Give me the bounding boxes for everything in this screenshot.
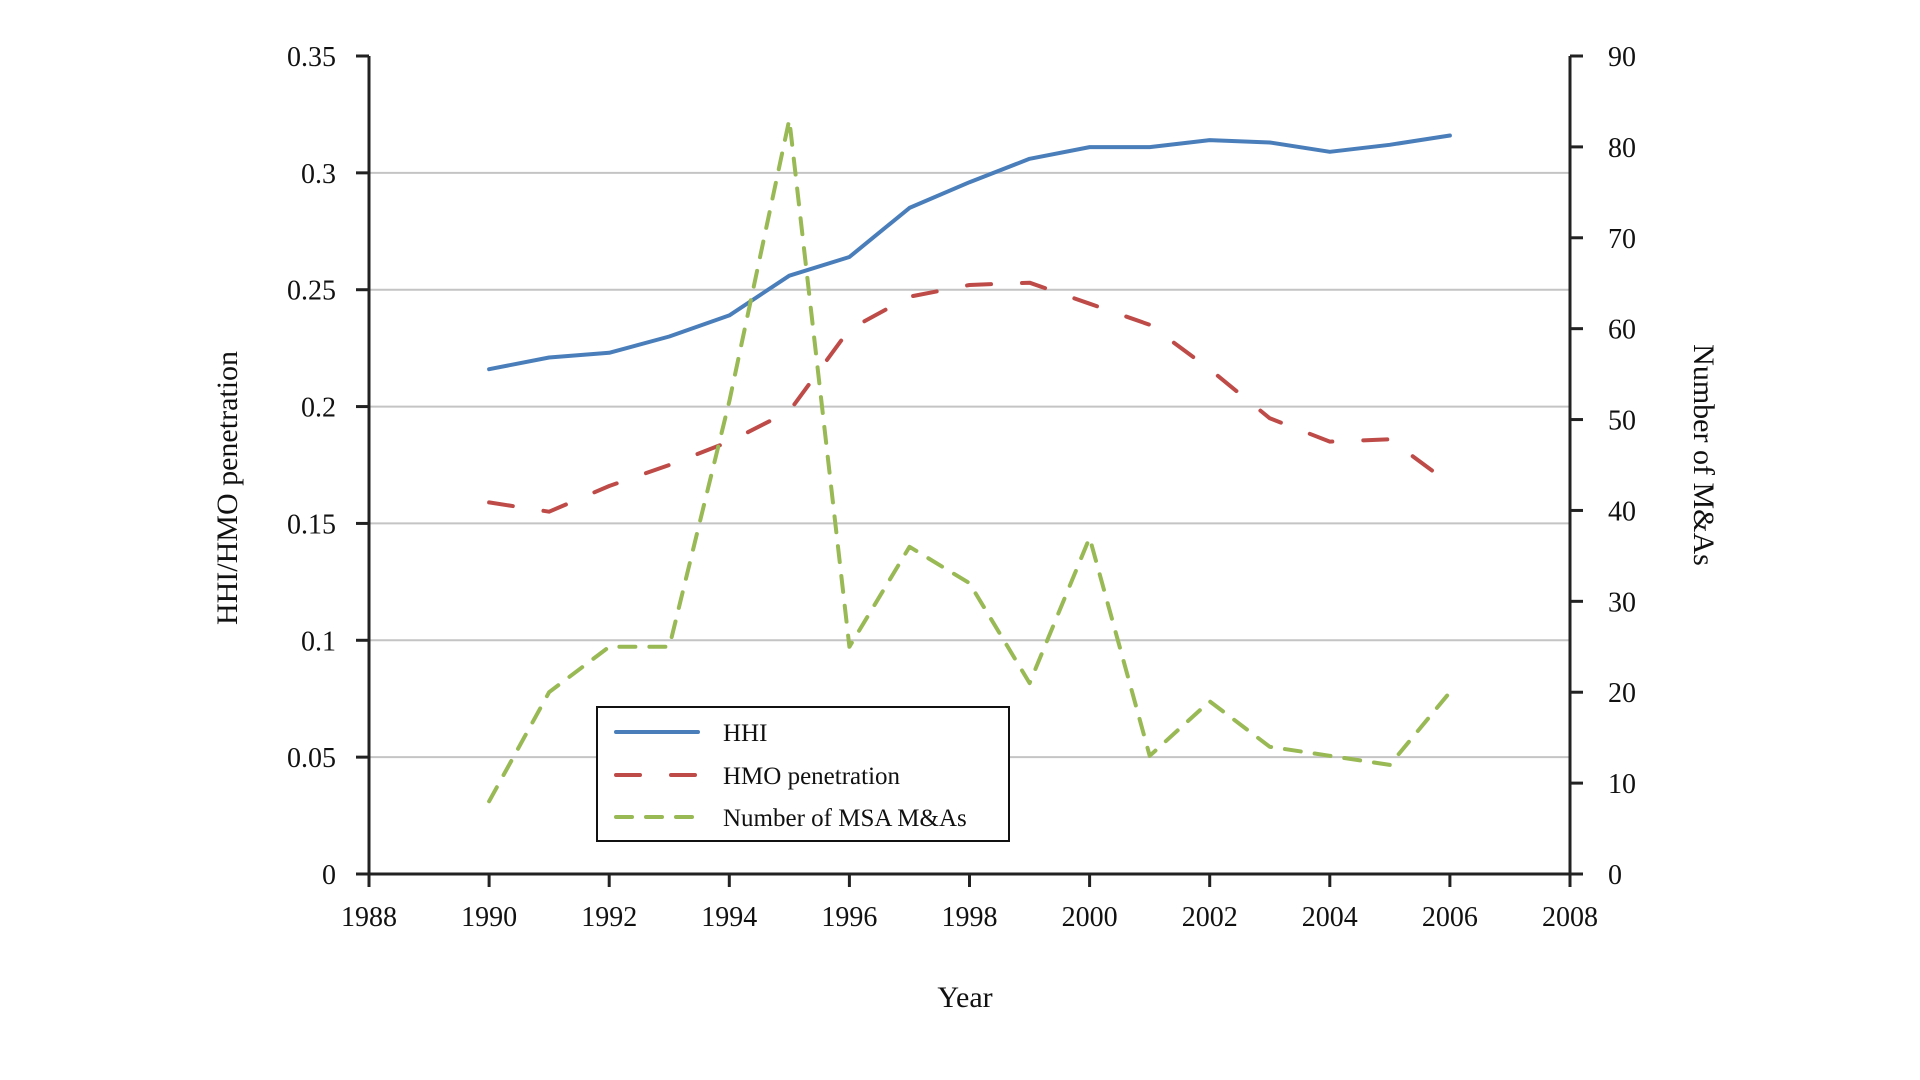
series-line-hhi: [487, 133, 1452, 372]
data-point-number-of-msa-m-as: [968, 581, 972, 585]
legend-label-msa: Number of MSA M&As: [723, 805, 967, 832]
x-tick-label: 1990: [461, 902, 517, 933]
data-point-hmo-penetration: [607, 484, 611, 488]
data-point-hmo-penetration: [1088, 302, 1092, 306]
y2-tick-label: 80: [1608, 133, 1636, 164]
y2-tick-label: 0: [1608, 860, 1622, 891]
data-point-hmo-penetration: [727, 440, 731, 444]
data-point-number-of-msa-m-as: [1148, 754, 1152, 758]
x-tick-label: 2008: [1542, 902, 1598, 933]
data-point-number-of-msa-m-as: [487, 799, 491, 803]
y2-tick-label: 70: [1608, 224, 1636, 255]
data-point-hhi: [547, 355, 551, 359]
x-tick-label: 1998: [942, 902, 998, 933]
data-point-hhi: [787, 274, 791, 278]
data-point-hmo-penetration: [547, 510, 551, 514]
data-point-hhi: [667, 334, 671, 338]
data-point-hhi: [1268, 140, 1272, 144]
data-point-hmo-penetration: [667, 463, 671, 467]
series-line-number-of-msa-m-as: [487, 117, 1452, 804]
data-point-hhi: [907, 206, 911, 210]
data-point-hhi: [487, 367, 491, 371]
data-point-hmo-penetration: [1028, 281, 1032, 285]
series-line-hmo-penetration: [487, 280, 1452, 514]
data-point-hmo-penetration: [1448, 482, 1452, 486]
y2-axis-title: Number of M&As: [1687, 344, 1720, 566]
data-point-hmo-penetration: [1268, 416, 1272, 420]
data-point-number-of-msa-m-as: [907, 545, 911, 549]
x-tick-label: 1996: [821, 902, 877, 933]
y2-tick-label: 20: [1608, 678, 1636, 709]
data-point-number-of-msa-m-as: [1388, 763, 1392, 767]
data-point-hhi: [1388, 143, 1392, 147]
data-point-hhi: [1088, 145, 1092, 149]
y2-ticks: 0 10 20 30 40 50 60 70 80 90: [1570, 42, 1636, 891]
y2-tick-label: 90: [1608, 42, 1636, 73]
y-tick-label: 0: [322, 860, 336, 891]
x-tick-label: 1988: [341, 902, 397, 933]
data-point-hmo-penetration: [1388, 437, 1392, 441]
series-lines: [487, 117, 1452, 804]
y-axis-title: HHI/HMO penetration: [211, 351, 244, 625]
x-ticks: 1988 1990 1992 1994 1996 1998 2000 2002 2004 2006…: [341, 874, 1598, 933]
data-point-number-of-msa-m-as: [607, 645, 611, 649]
y-tick-label: 0.25: [287, 276, 336, 307]
x-tick-label: 2006: [1422, 902, 1478, 933]
data-point-hmo-penetration: [968, 283, 972, 287]
data-point-number-of-msa-m-as: [1268, 745, 1272, 749]
data-point-number-of-msa-m-as: [727, 399, 731, 403]
data-point-number-of-msa-m-as: [1088, 536, 1092, 540]
data-point-hhi: [1448, 133, 1452, 137]
data-point-hmo-penetration: [1328, 440, 1332, 444]
data-point-hmo-penetration: [487, 500, 491, 504]
data-point-number-of-msa-m-as: [547, 690, 551, 694]
x-tick-label: 1992: [581, 902, 637, 933]
x-tick-label: 2002: [1182, 902, 1238, 933]
y2-tick-label: 10: [1608, 769, 1636, 800]
y2-tick-label: 50: [1608, 406, 1636, 437]
data-point-hhi: [847, 255, 851, 259]
data-point-hmo-penetration: [907, 295, 911, 299]
y2-tick-label: 30: [1608, 587, 1636, 618]
data-point-hhi: [727, 313, 731, 317]
x-tick-label: 1994: [701, 902, 757, 933]
x-tick-label: 2004: [1302, 902, 1358, 933]
data-point-number-of-msa-m-as: [787, 118, 791, 122]
gridlines: [369, 171, 1570, 759]
y2-tick-label: 60: [1608, 315, 1636, 346]
y-tick-label: 0.2: [301, 393, 336, 424]
data-point-number-of-msa-m-as: [1028, 681, 1032, 685]
y-tick-label: 0.1: [301, 626, 336, 657]
data-point-hhi: [968, 180, 972, 184]
data-point-hhi: [607, 351, 611, 355]
data-point-hmo-penetration: [1148, 323, 1152, 327]
data-point-number-of-msa-m-as: [667, 645, 671, 649]
legend-label-hhi: HHI: [723, 720, 767, 747]
data-point-number-of-msa-m-as: [1208, 699, 1212, 703]
data-point-hmo-penetration: [847, 327, 851, 331]
y-tick-label: 0.15: [287, 509, 336, 540]
legend-box: [596, 706, 1010, 842]
legend-label-hmo: HMO penetration: [723, 763, 901, 790]
data-point-hhi: [1328, 150, 1332, 154]
data-point-hhi: [1028, 157, 1032, 161]
data-point-hmo-penetration: [1208, 367, 1212, 371]
data-point-number-of-msa-m-as: [1328, 754, 1332, 758]
x-axis-title: Year: [937, 981, 992, 1014]
y-tick-label: 0.3: [301, 159, 336, 190]
y-tick-label: 0.35: [287, 42, 336, 73]
y-tick-label: 0.05: [287, 743, 336, 774]
data-point-hhi: [1208, 138, 1212, 142]
y-ticks: 0 0.05 0.1 0.15 0.2 0.25 0.3 0.35: [287, 42, 369, 891]
data-point-number-of-msa-m-as: [847, 645, 851, 649]
data-point-hmo-penetration: [787, 409, 791, 413]
x-tick-label: 2000: [1062, 902, 1118, 933]
legend: HHI HMO penetration Number of MSA M&As: [596, 706, 1010, 842]
data-point-hhi: [1148, 145, 1152, 149]
y2-tick-label: 40: [1608, 496, 1636, 527]
data-point-number-of-msa-m-as: [1448, 690, 1452, 694]
